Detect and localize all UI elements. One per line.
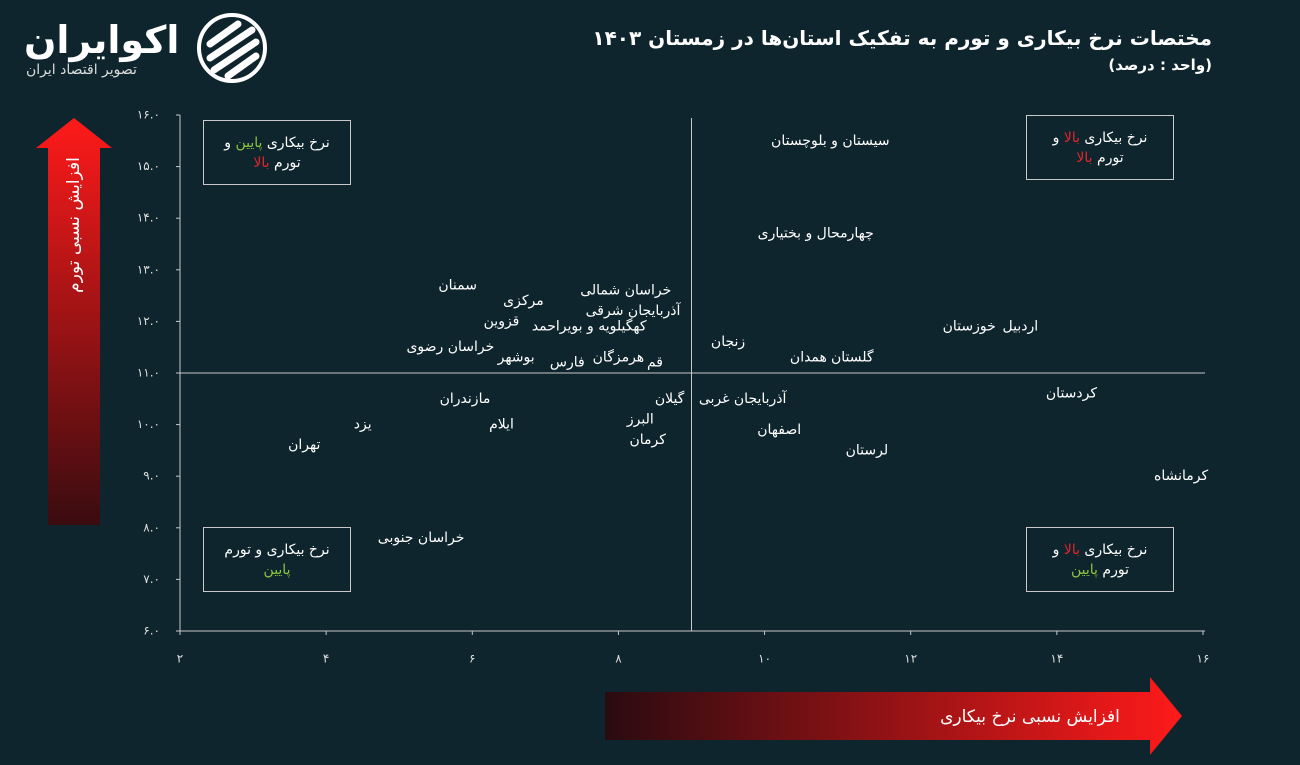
- point-label: کرمان: [629, 432, 666, 448]
- quadrant-line: نرخ بیکاری پایین و: [224, 133, 330, 153]
- point-label: چهارمحال و بختیاری: [758, 226, 874, 242]
- quadrant-line: نرخ بیکاری بالا و: [1053, 540, 1148, 560]
- x-tick-label: ۶: [469, 652, 475, 666]
- point-label: مرکزی: [503, 293, 544, 309]
- point-label: گیلان: [655, 390, 685, 407]
- quadrant-text: تورم: [1092, 149, 1124, 166]
- point-label: همدان: [790, 350, 827, 366]
- quadrant-text: نرخ بیکاری: [1079, 129, 1148, 146]
- y-tick-label: ۱۳.۰: [137, 262, 160, 276]
- quadrant-box: نرخ بیکاری بالا و تورم پایین: [1026, 527, 1174, 592]
- point-label: مازندران: [440, 391, 491, 407]
- point-label: سیستان و بلوچستان: [771, 133, 890, 149]
- x-axis-label: افزایش نسبی نرخ بیکاری: [940, 707, 1120, 727]
- point-label: آذربایجان شرقی: [586, 302, 682, 319]
- logo-icon: [197, 13, 267, 83]
- y-tick-label: ۱۵.۰: [137, 159, 160, 173]
- point-label: قم: [647, 355, 663, 371]
- quadrant-line: پایین: [264, 560, 291, 580]
- y-tick-label: ۱۰.۰: [137, 417, 160, 431]
- point-label: اصفهان: [757, 422, 801, 438]
- point-label: قزوین: [484, 313, 520, 329]
- point-label: اردبیل: [1003, 319, 1039, 335]
- x-tick-label: ۱۶: [1197, 652, 1210, 666]
- y-tick-label: ۱۴.۰: [137, 211, 160, 225]
- point-label: بوشهر: [497, 350, 535, 366]
- quadrant-line: تورم بالا: [253, 153, 300, 173]
- quadrant-text: بالا: [1063, 129, 1080, 146]
- quadrant-box: نرخ بیکاری پایین و تورم بالا: [203, 120, 351, 185]
- x-tick-label: ۴: [323, 652, 329, 666]
- x-arrow: [605, 677, 1182, 755]
- y-tick-label: ۱۶.۰: [137, 108, 160, 122]
- y-tick-label: ۸.۰: [143, 520, 160, 534]
- point-label: خراسان جنوبی: [378, 530, 465, 546]
- quadrant-text: تورم: [1097, 561, 1129, 578]
- quadrant-text: نرخ بیکاری: [1079, 541, 1148, 558]
- point-label: گلستان: [831, 349, 874, 366]
- quadrant-text: بالا: [1076, 149, 1093, 166]
- brand-tagline: تصویر اقتصاد ایران: [26, 62, 137, 78]
- x-tick-label: ۸: [615, 652, 622, 666]
- point-label: هرمزگان: [593, 349, 645, 366]
- quadrant-line: تورم بالا: [1076, 148, 1123, 168]
- quadrant-text: و: [1052, 129, 1064, 146]
- point-label: خوزستان: [943, 319, 996, 335]
- quadrant-line: تورم پایین: [1071, 560, 1129, 580]
- x-tick-label: ۱۲: [904, 652, 917, 666]
- quadrant-text: و: [1052, 541, 1064, 558]
- quadrant-text: تورم: [269, 154, 301, 171]
- quadrant-text: پایین: [1071, 561, 1098, 578]
- chart-title: مختصات نرخ بیکاری و تورم به تفکیک استان‌…: [592, 26, 1212, 50]
- x-tick-label: ۲: [177, 652, 183, 666]
- x-tick-label: ۱۰: [758, 652, 771, 666]
- point-label: کهگیلویه و بویراحمد: [532, 318, 647, 335]
- quadrant-text: و: [224, 134, 236, 151]
- x-tick-label: ۱۴: [1050, 652, 1063, 666]
- y-tick-label: ۶.۰: [143, 624, 160, 638]
- y-tick-label: ۷.۰: [143, 572, 160, 586]
- point-label: زنجان: [711, 334, 745, 350]
- point-label: فارس: [550, 355, 585, 371]
- point-label: یزد: [354, 417, 372, 433]
- point-label: لرستان: [846, 442, 889, 458]
- point-label: سمنان: [438, 277, 477, 293]
- quadrant-text: نرخ بیکاری: [262, 134, 330, 151]
- point-label: کردستان: [1046, 386, 1097, 402]
- quadrant-text: بالا: [1063, 541, 1080, 558]
- y-tick-label: ۱۲.۰: [137, 314, 160, 328]
- quadrant-text: پایین: [263, 561, 291, 578]
- y-tick-label: ۹.۰: [143, 469, 160, 483]
- point-label: آذربایجان غربی: [699, 390, 788, 407]
- y-axis-label: افزایش نسبی تورم: [64, 157, 84, 293]
- quadrant-text: نرخ بیکاری و تورم: [224, 541, 330, 558]
- quadrant-line: نرخ بیکاری و تورم: [224, 540, 329, 560]
- quadrant-text: پایین: [235, 134, 263, 151]
- y-arrow: [36, 118, 112, 525]
- point-label: ایلام: [489, 417, 514, 433]
- quadrant-text: بالا: [253, 154, 270, 171]
- point-label: کرمانشاه: [1154, 468, 1208, 484]
- brand-name: اکوایران: [24, 18, 180, 62]
- quadrant-box: نرخ بیکاری و تورم پایین: [203, 527, 351, 592]
- chart-subtitle: (واحد : درصد): [1108, 56, 1212, 74]
- y-tick-label: ۱۱.۰: [137, 366, 160, 380]
- point-label: خراسان شمالی: [580, 282, 671, 298]
- quadrant-box: نرخ بیکاری بالا و تورم بالا: [1026, 115, 1174, 180]
- point-label: البرز: [626, 411, 654, 427]
- quadrant-line: نرخ بیکاری بالا و: [1053, 128, 1148, 148]
- point-label: خراسان رضوی: [406, 339, 494, 355]
- point-label: تهران: [288, 437, 320, 453]
